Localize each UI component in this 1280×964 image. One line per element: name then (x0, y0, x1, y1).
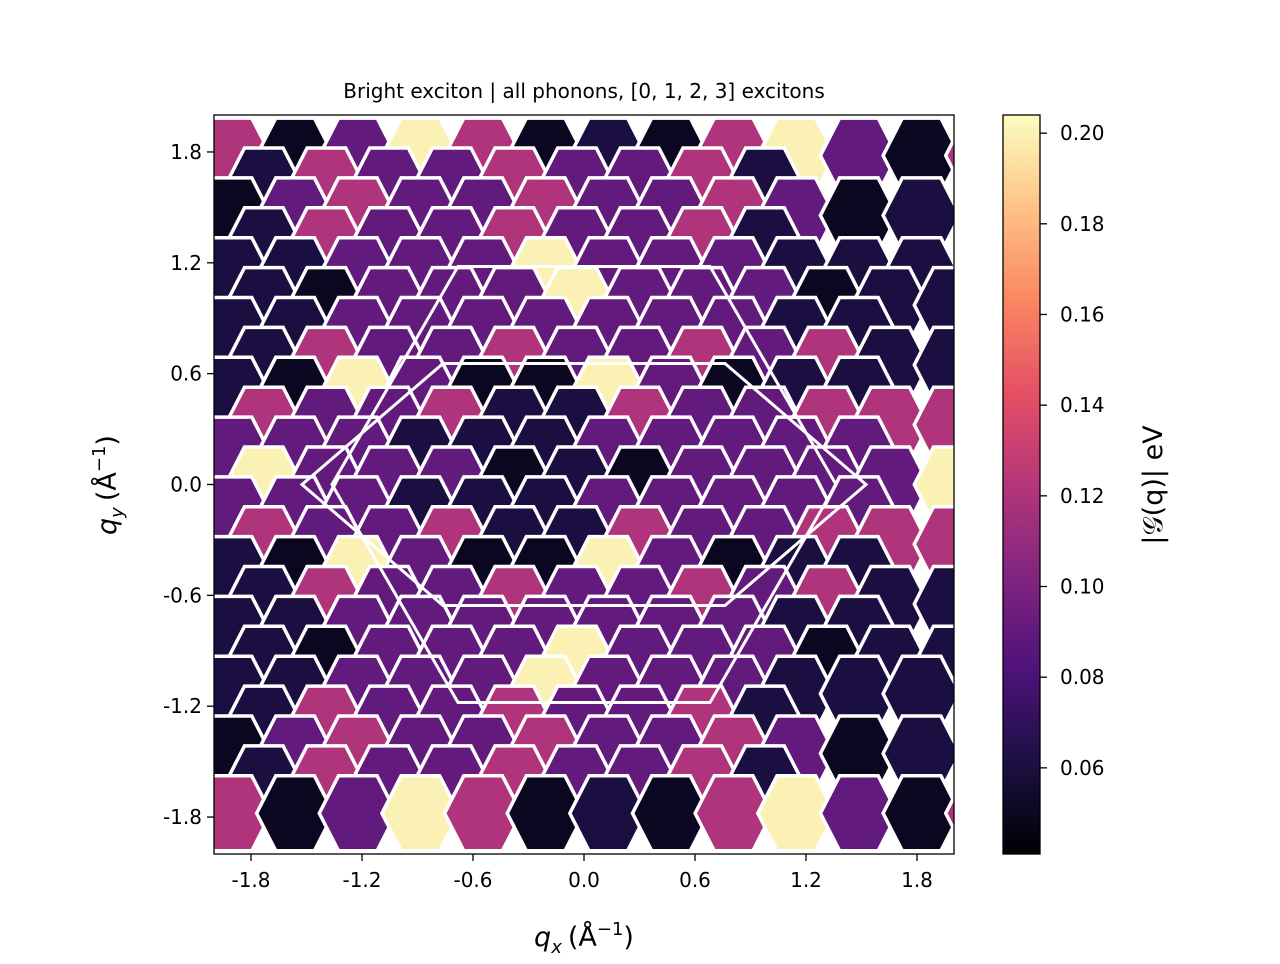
colorbar-frame (1002, 114, 1041, 855)
colorbar-tick-label: 0.10 (1060, 575, 1105, 599)
hex-cell (943, 135, 954, 176)
y-tick-label: -1.2 (163, 694, 202, 718)
brillouin-zone-outline (330, 265, 838, 704)
x-tick-label: 0.0 (568, 868, 600, 892)
x-tick-label: 1.2 (790, 868, 822, 892)
colorbar-tick-label: 0.08 (1060, 665, 1105, 689)
y-axis-label-symbol: q (92, 518, 123, 535)
x-axis-label-symbol: q (534, 922, 551, 953)
y-tick-label: 1.2 (170, 251, 202, 275)
y-tick-label: -0.6 (163, 583, 202, 607)
colorbar-gradient (1003, 115, 1040, 854)
colorbar: 0.06 0.08 0.10 0.12 0.14 0.16 0.18 0.20 |𝒢(q)| … (1002, 114, 1169, 855)
hex-cell (943, 793, 954, 834)
x-axis: -1.8 -1.2 -0.6 0.0 0.6 1.2 1.8 (231, 854, 933, 892)
x-axis-label-subscript: x (550, 937, 562, 958)
hex-cell (881, 774, 954, 853)
y-axis-label-subscript: y (107, 507, 128, 519)
y-axis-label-units: (Å (91, 472, 123, 502)
colorbar-ticks: 0.06 0.08 0.10 0.12 0.14 0.16 0.18 0.20 (1040, 121, 1105, 780)
colorbar-tick-label: 0.16 (1060, 302, 1105, 326)
y-axis-label-exponent: −1 (89, 446, 110, 473)
x-axis-label-close: ) (623, 922, 634, 953)
brillouin-zone-outline-inner (299, 362, 869, 607)
chart-title: Bright exciton | all phonons, [0, 1, 2, … (343, 79, 825, 103)
x-tick-label: -1.8 (231, 868, 270, 892)
x-tick-label: 0.6 (679, 868, 711, 892)
x-axis-label-exponent: −1 (597, 919, 624, 940)
plot-area (213, 114, 955, 855)
brillouin-zone-outlines (299, 265, 869, 704)
colorbar-tick-label: 0.20 (1060, 121, 1105, 145)
y-tick-label: 1.8 (170, 140, 202, 164)
y-tick-label: 0.6 (170, 362, 202, 386)
y-axis: -1.8 -1.2 -0.6 0.0 0.6 1.2 1.8 (163, 140, 214, 829)
colorbar-tick-label: 0.14 (1060, 393, 1105, 417)
x-axis-label-units: (Å (568, 921, 598, 953)
y-axis-label: qy (Å−1) (89, 435, 128, 535)
colorbar-label: |𝒢(q)| eV (1138, 425, 1169, 545)
hex-cells (214, 116, 954, 853)
colorbar-tick-label: 0.06 (1060, 756, 1105, 780)
x-tick-label: 1.8 (901, 868, 933, 892)
y-tick-label: 0.0 (170, 473, 202, 497)
x-tick-label: -1.2 (342, 868, 381, 892)
colorbar-tick-label: 0.12 (1060, 484, 1105, 508)
y-axis-label-close: ) (92, 435, 123, 446)
x-axis-label: qx (Å−1) (534, 919, 634, 958)
y-tick-label: -1.8 (163, 805, 202, 829)
x-tick-label: -0.6 (453, 868, 492, 892)
colorbar-tick-label: 0.18 (1060, 212, 1105, 236)
